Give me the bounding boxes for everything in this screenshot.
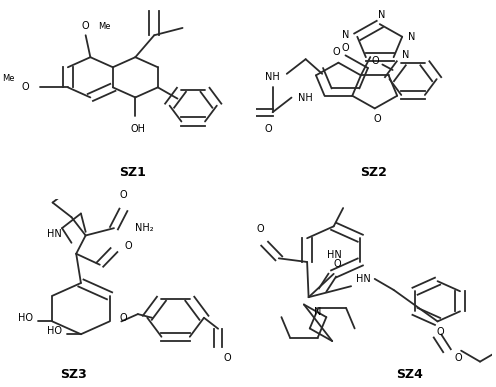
Text: O: O (455, 353, 463, 363)
Text: HO: HO (47, 325, 62, 336)
Text: O: O (224, 353, 231, 363)
Text: N: N (408, 32, 415, 42)
Text: SZ3: SZ3 (61, 368, 87, 381)
Text: O: O (332, 47, 340, 57)
Text: NH: NH (298, 92, 313, 103)
Text: N: N (342, 30, 349, 40)
Text: NH₂: NH₂ (135, 223, 154, 233)
Text: O: O (22, 82, 29, 92)
Text: OH: OH (130, 123, 145, 134)
Text: O: O (333, 259, 341, 269)
Text: O: O (82, 21, 89, 31)
Text: HN: HN (47, 229, 62, 239)
Text: N: N (314, 307, 322, 317)
Text: O: O (120, 313, 127, 323)
Text: N: N (402, 50, 409, 60)
Text: O: O (124, 241, 132, 252)
Text: N: N (378, 10, 386, 20)
Text: SZ1: SZ1 (120, 166, 146, 179)
Text: Me: Me (98, 22, 111, 31)
Text: HN: HN (327, 250, 341, 260)
Text: NH: NH (265, 72, 280, 82)
Text: O: O (372, 56, 379, 66)
Text: O: O (373, 115, 381, 124)
Text: O: O (342, 43, 349, 53)
Text: SZ4: SZ4 (396, 368, 423, 381)
Text: Me: Me (2, 74, 15, 83)
Text: SZ2: SZ2 (361, 166, 387, 179)
Text: O: O (256, 224, 264, 234)
Text: O: O (120, 190, 127, 200)
Text: HO: HO (18, 313, 33, 323)
Text: O: O (264, 124, 272, 134)
Text: O: O (436, 327, 444, 337)
Text: HN: HN (356, 274, 371, 284)
